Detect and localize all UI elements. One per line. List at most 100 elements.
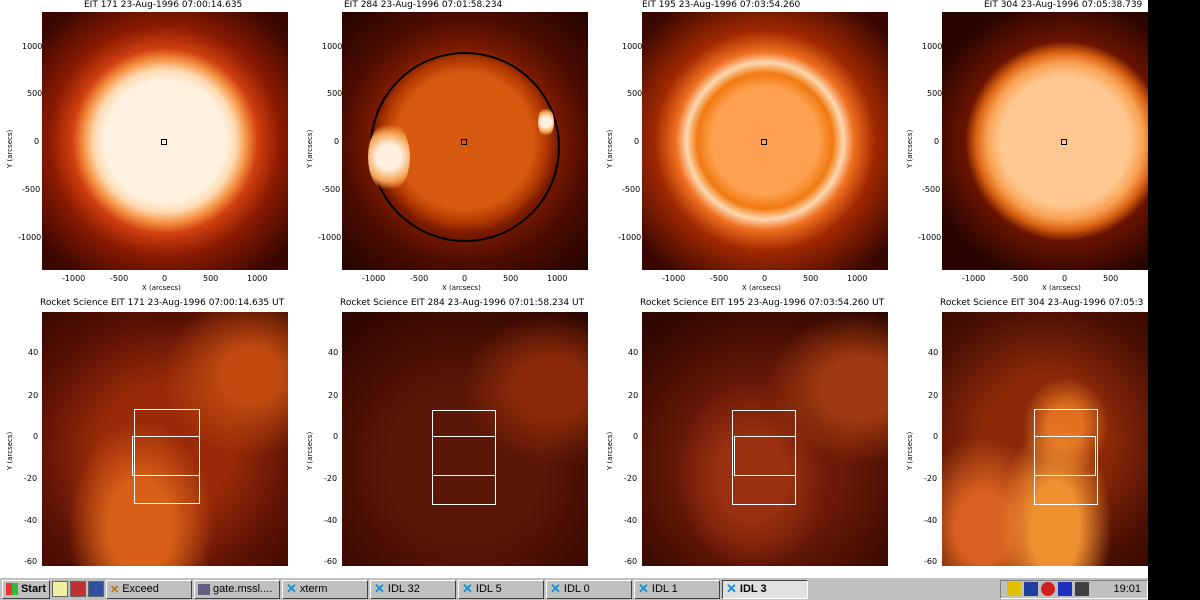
x-tick: 1000	[847, 274, 868, 283]
panel-title: Rocket Science EIT 284 23-Aug-1996 07:01…	[340, 298, 585, 308]
y-tick: -1000	[918, 233, 942, 242]
taskbar-button-idl1[interactable]: ✕ IDL 1	[634, 579, 720, 599]
shield-icon[interactable]	[1058, 582, 1072, 596]
y-tick: -60	[924, 557, 938, 566]
panel-eit171-zoom: Rocket Science EIT 171 23-Aug-1996 07:00…	[0, 298, 300, 576]
zoom-image	[942, 312, 1148, 566]
taskbar-button-label: IDL 5	[475, 583, 502, 595]
x-icon: ✕	[638, 581, 649, 596]
network-icon[interactable]	[88, 581, 104, 597]
panel-title: EIT 195 23-Aug-1996 07:03:54.260	[642, 0, 801, 10]
y-tick: -20	[624, 474, 638, 483]
y-axis-label: Y (arcsecs)	[906, 129, 914, 168]
start-label: Start	[20, 583, 46, 595]
panel-eit195-fulldisk: EIT 195 23-Aug-1996 07:03:54.260 1000 50…	[600, 0, 900, 295]
x-tick: -500	[1010, 274, 1029, 283]
panel-eit284-zoom: Rocket Science EIT 284 23-Aug-1996 07:01…	[300, 298, 600, 576]
exceed-icon: ✕	[110, 583, 120, 596]
y-axis-label: Y (arcsecs)	[606, 129, 614, 168]
taskbar-button-xterm[interactable]: ✕ xterm	[282, 579, 368, 599]
black-margin	[1148, 0, 1200, 600]
y-tick: 500	[27, 89, 43, 98]
panel-title: EIT 284 23-Aug-1996 07:01:58.234	[344, 0, 503, 10]
notepad-icon[interactable]	[52, 581, 68, 597]
y-tick: -40	[924, 516, 938, 525]
y-tick: 1000	[322, 42, 343, 51]
solar-image	[342, 12, 588, 270]
y-tick: -20	[924, 474, 938, 483]
y-tick: -1000	[318, 233, 342, 242]
x-tick: -500	[710, 274, 729, 283]
x-icon: ✕	[286, 581, 297, 596]
y-axis-label: Y (arcsecs)	[606, 431, 614, 470]
start-button[interactable]: Start	[2, 579, 50, 599]
y-axis-label: Y (arcsecs)	[6, 431, 14, 470]
taskbar-button-label: xterm	[299, 583, 328, 595]
x-tick: 500	[203, 274, 219, 283]
app-icon[interactable]	[70, 581, 86, 597]
selection-box	[132, 436, 200, 476]
x-tick: 1000	[547, 274, 568, 283]
y-tick: 0	[634, 137, 640, 146]
taskbar-button-idl32[interactable]: ✕ IDL 32	[370, 579, 456, 599]
system-tray: 19:01	[1000, 579, 1148, 599]
x-tick: 0	[162, 274, 168, 283]
x-tick: 0	[462, 274, 468, 283]
y-tick: -60	[324, 557, 338, 566]
x-tick: -500	[410, 274, 429, 283]
windows-taskbar: Start ✕ Exceed gate.mssl.... ✕ xterm ✕ I…	[0, 577, 1148, 600]
y-tick: -500	[22, 185, 41, 194]
center-marker	[1061, 139, 1067, 145]
solar-image	[642, 12, 888, 270]
center-marker	[461, 139, 467, 145]
y-tick: -40	[624, 516, 638, 525]
x-icon: ✕	[462, 581, 473, 596]
x-tick: -1000	[62, 274, 86, 283]
y-tick: 0	[33, 432, 39, 441]
y-tick: 1000	[622, 42, 643, 51]
panel-title: Rocket Science EIT 304 23-Aug-1996 07:05…	[940, 298, 1144, 308]
y-tick: 20	[28, 391, 39, 400]
x-tick: 500	[503, 274, 519, 283]
y-tick: -500	[922, 185, 941, 194]
y-tick: 0	[934, 137, 940, 146]
record-icon[interactable]	[1041, 582, 1055, 596]
y-tick: 500	[627, 89, 643, 98]
y-tick: -60	[624, 557, 638, 566]
zoom-image	[642, 312, 888, 566]
y-axis-label: Y (arcsecs)	[306, 431, 314, 470]
bright-active-region	[538, 107, 554, 137]
panel-title: EIT 171 23-Aug-1996 07:00:14.635	[84, 0, 243, 10]
pen-icon[interactable]	[1007, 582, 1021, 596]
y-tick: -500	[622, 185, 641, 194]
taskbar-button-exceed[interactable]: ✕ Exceed	[106, 579, 192, 599]
x-tick: -1000	[362, 274, 386, 283]
x-axis-label: X (arcsecs)	[442, 284, 481, 292]
taskbar-button-label: gate.mssl....	[213, 583, 273, 595]
panel-title: Rocket Science EIT 195 23-Aug-1996 07:03…	[640, 298, 885, 308]
y-tick: 1000	[22, 42, 43, 51]
y-tick: -20	[24, 474, 38, 483]
terminal-icon	[198, 583, 210, 595]
zoom-image	[42, 312, 288, 566]
monitor-icon[interactable]	[1024, 582, 1038, 596]
taskbar-button-idl5[interactable]: ✕ IDL 5	[458, 579, 544, 599]
taskbar-button-label: IDL 3	[739, 583, 767, 595]
taskbar-button-idl0[interactable]: ✕ IDL 0	[546, 579, 632, 599]
taskbar-button-gate[interactable]: gate.mssl....	[194, 579, 280, 599]
center-marker	[161, 139, 167, 145]
panel-eit304-zoom: Rocket Science EIT 304 23-Aug-1996 07:05…	[900, 298, 1148, 576]
y-tick: 20	[328, 391, 339, 400]
speaker-icon[interactable]	[1075, 582, 1089, 596]
selection-box	[734, 436, 796, 476]
taskbar-button-label: IDL 1	[651, 583, 678, 595]
x-icon: ✕	[726, 581, 737, 596]
x-icon: ✕	[550, 581, 561, 596]
y-tick: -60	[24, 557, 38, 566]
taskbar-button-idl3[interactable]: ✕ IDL 3	[722, 579, 808, 599]
y-tick: 20	[928, 391, 939, 400]
center-marker	[761, 139, 767, 145]
selection-box	[432, 436, 496, 476]
taskbar-button-label: IDL 0	[563, 583, 590, 595]
clock: 19:01	[1113, 583, 1141, 595]
